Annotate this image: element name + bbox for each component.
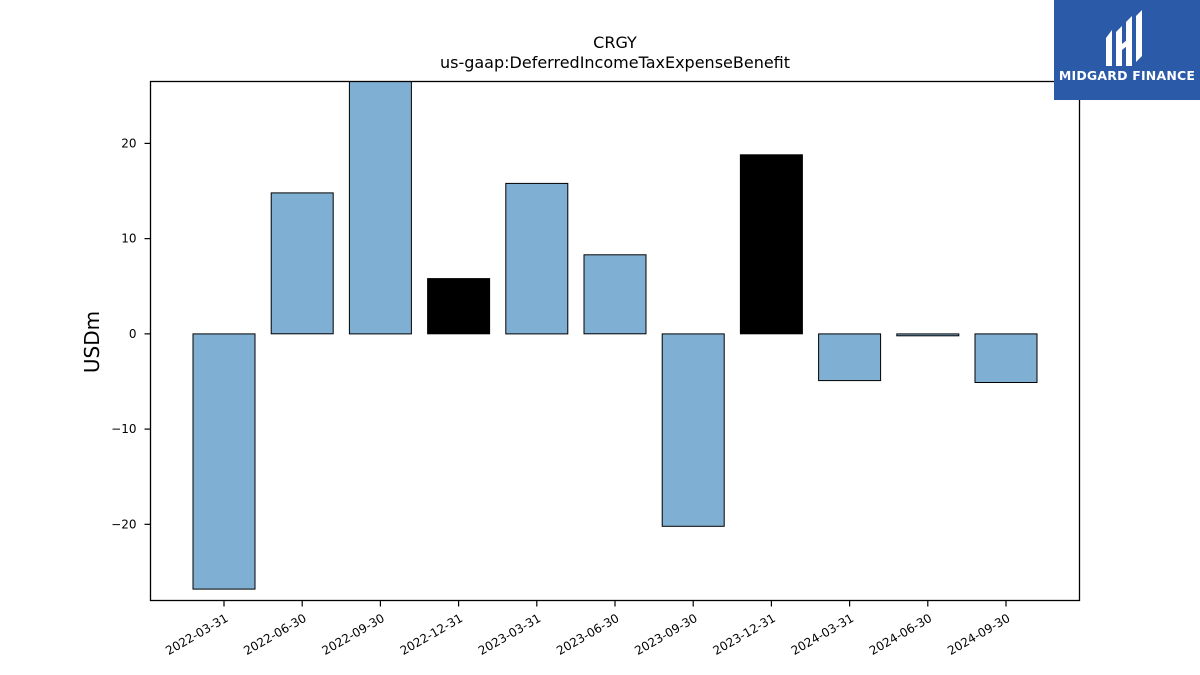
y-axis-label: USDm: [80, 311, 104, 373]
x-tick-label: 2022-09-30: [319, 611, 386, 658]
x-tick-label: 2023-06-30: [554, 611, 621, 658]
bar-2023-06-30: [583, 254, 647, 335]
bar-2023-09-30: [661, 333, 725, 527]
x-tick-label: 2022-12-31: [398, 611, 465, 658]
x-axis-ticks: 2022-03-31 2022-06-30 2022-09-30 2022-12-31…: [163, 600, 1013, 658]
bar-2022-03-31: [192, 333, 256, 590]
x-tick-label: 2022-06-30: [241, 611, 308, 658]
bar-2023-12-31: [739, 154, 803, 335]
bar-2022-06-30: [270, 192, 334, 335]
x-tick-label: 2024-09-30: [945, 611, 1012, 658]
plot-frame: [149, 80, 1081, 602]
bar-2024-06-30: [896, 333, 960, 337]
bar-2022-09-30: [348, 81, 412, 335]
chart-subtitle: us-gaap:DeferredIncomeTaxExpenseBenefit: [440, 53, 790, 72]
midgard-m-logo-icon: [1106, 10, 1142, 66]
bar-2024-03-31: [818, 333, 882, 382]
x-tick-label: 2022-03-31: [163, 611, 230, 658]
x-tick-label: 2023-09-30: [632, 611, 699, 658]
x-tick-label: 2024-03-31: [789, 611, 856, 658]
x-tick-label: 2023-12-31: [710, 611, 777, 658]
y-tick-label: −10: [111, 422, 136, 436]
bar-series: [192, 81, 1038, 590]
chart-title: CRGY: [593, 33, 637, 52]
bar-2024-09-30: [974, 333, 1038, 383]
y-tick-label: 20: [121, 136, 136, 150]
y-axis-ticks: −20 −10 0 10 20: [111, 136, 151, 531]
x-tick-label: 2024-06-30: [867, 611, 934, 658]
bar-2022-12-31: [427, 278, 491, 335]
midgard-finance-logo: MIDGARD FINANCE: [1054, 0, 1200, 100]
logo-text: MIDGARD FINANCE: [1058, 68, 1196, 83]
y-tick-label: 0: [129, 327, 137, 341]
bar-2023-03-31: [505, 182, 569, 335]
y-tick-label: −20: [111, 517, 136, 531]
x-tick-label: 2023-03-31: [476, 611, 543, 658]
y-tick-label: 10: [121, 232, 136, 246]
